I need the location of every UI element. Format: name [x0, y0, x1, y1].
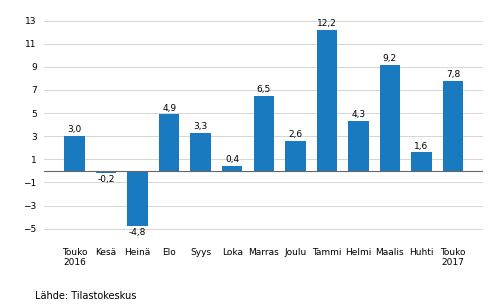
Text: 0,4: 0,4: [225, 155, 239, 164]
Text: 3,3: 3,3: [194, 122, 208, 131]
Bar: [317, 30, 337, 171]
Bar: [380, 64, 400, 171]
Bar: [253, 96, 274, 171]
Text: 7,8: 7,8: [446, 70, 460, 79]
Text: 12,2: 12,2: [317, 19, 337, 28]
Bar: [96, 171, 116, 173]
Bar: [411, 152, 432, 171]
Bar: [64, 136, 85, 171]
Text: Lähde: Tilastokeskus: Lähde: Tilastokeskus: [35, 291, 136, 301]
Text: 4,9: 4,9: [162, 103, 176, 112]
Text: 3,0: 3,0: [68, 126, 82, 134]
Bar: [222, 166, 243, 171]
Text: -4,8: -4,8: [129, 228, 146, 237]
Text: 1,6: 1,6: [414, 142, 428, 151]
Text: 4,3: 4,3: [352, 110, 365, 119]
Bar: [285, 141, 306, 171]
Bar: [159, 114, 179, 171]
Text: -0,2: -0,2: [98, 175, 115, 184]
Text: 2,6: 2,6: [288, 130, 302, 139]
Bar: [443, 81, 463, 171]
Bar: [190, 133, 211, 171]
Bar: [127, 171, 148, 226]
Text: 9,2: 9,2: [383, 54, 397, 63]
Text: 6,5: 6,5: [257, 85, 271, 94]
Bar: [348, 121, 369, 171]
